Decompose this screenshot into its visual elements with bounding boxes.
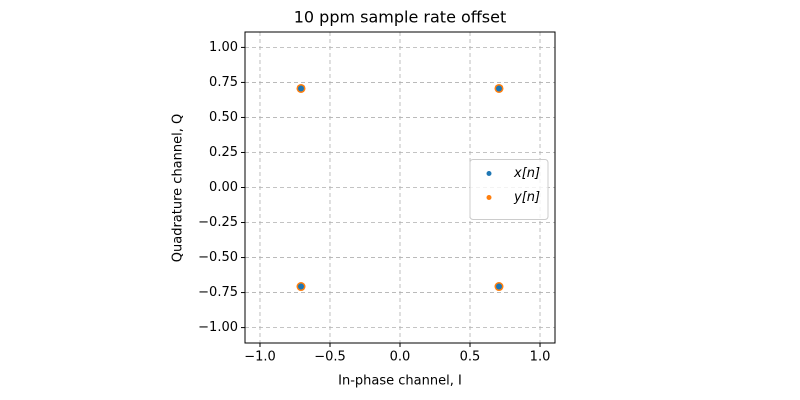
chart-title: 10 ppm sample rate offset: [294, 8, 507, 27]
y-tick-label: 0.25: [209, 145, 238, 160]
y-tick-label: 1.00: [209, 40, 238, 55]
legend-marker: [486, 195, 492, 200]
y-tick-label: −0.75: [198, 285, 238, 300]
point: [298, 283, 305, 290]
y-tick-label: −1.00: [198, 320, 238, 335]
y-tick-label: −0.50: [198, 250, 238, 265]
x-tick-label: 0.0: [390, 350, 411, 365]
legend: x[n] y[n]: [469, 159, 549, 220]
plot-frame: [244, 31, 556, 344]
legend-label: x[n]: [513, 166, 540, 181]
x-tick-label: −1.0: [244, 350, 276, 365]
y-tick-label: 0.00: [209, 180, 238, 195]
point: [495, 85, 502, 92]
legend-label: y[n]: [513, 190, 540, 205]
point: [298, 85, 305, 92]
legend-marker: [486, 171, 492, 176]
x-tick-label: 1.0: [530, 350, 551, 365]
x-tick-label: −0.5: [314, 350, 346, 365]
point: [495, 283, 502, 290]
y-tick-label: 0.50: [209, 110, 238, 125]
y-tick-label: 0.75: [209, 75, 238, 90]
x-tick-label: 0.5: [460, 350, 481, 365]
y-tick-label: −0.25: [198, 215, 238, 230]
y-axis-label: Quadrature channel, Q: [171, 114, 186, 262]
x-axis-label: In-phase channel, I: [338, 374, 462, 389]
